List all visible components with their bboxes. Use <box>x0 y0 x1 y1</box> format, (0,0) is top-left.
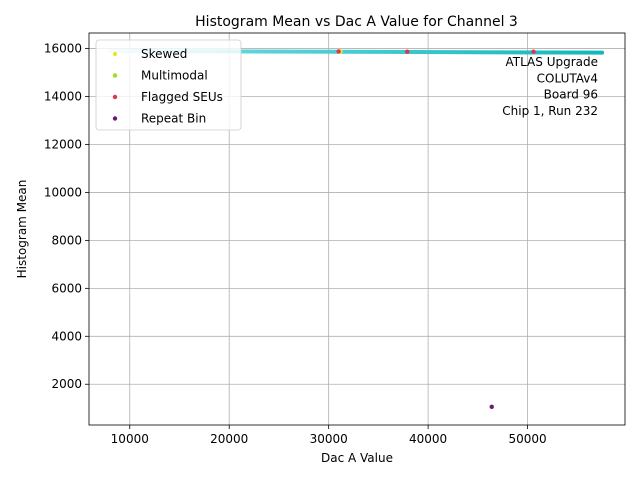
legend-box <box>95 39 242 131</box>
y-tick-label: 16000 <box>44 42 82 56</box>
annotation-block: ATLAS Upgrade COLUTAv4 Board 96 Chip 1, Run… <box>502 55 598 118</box>
y-tick-label: 10000 <box>44 185 82 199</box>
x-tick-label: 40000 <box>409 432 447 446</box>
marker-flagged-seus <box>531 49 536 54</box>
x-tick-label: 20000 <box>210 432 248 446</box>
annotation-line: ATLAS Upgrade <box>505 55 598 69</box>
x-tick-label: 10000 <box>111 432 149 446</box>
y-tick-label: 12000 <box>44 137 82 151</box>
marker-flagged-seus <box>336 49 341 54</box>
annotation-line: Chip 1, Run 232 <box>502 104 598 118</box>
legend-swatch <box>112 116 118 121</box>
legend: Skewed Multimodal Flagged SEUs Repeat Bin <box>95 39 242 131</box>
x-tick-label: 30000 <box>310 432 348 446</box>
y-tick-label: 14000 <box>44 90 82 104</box>
y-tick-label: 8000 <box>51 233 82 247</box>
flag-markers <box>336 49 536 409</box>
y-tick-label: 4000 <box>51 329 82 343</box>
y-axis-ticks: 2000 4000 6000 8000 10000 12000 14000 16000 <box>44 42 89 391</box>
x-axis-label: Dac A Value <box>321 451 393 465</box>
y-axis-label: Histogram Mean <box>15 180 29 279</box>
x-axis-ticks: 10000 20000 30000 40000 50000 <box>111 425 547 446</box>
legend-swatch <box>112 73 118 78</box>
marker-flagged-seus <box>405 49 410 54</box>
y-tick-label: 2000 <box>51 377 82 391</box>
legend-entry-label: Multimodal <box>141 69 208 83</box>
plot-area-frame <box>88 32 626 426</box>
chart-title: Histogram Mean vs Dac A Value for Channe… <box>195 14 518 30</box>
marker-repeat-bin <box>489 404 494 409</box>
legend-swatch <box>112 51 118 57</box>
legend-entry-label: Repeat Bin <box>141 112 206 126</box>
legend-entry-label: Flagged SEUs <box>141 90 223 104</box>
legend-entry-label: Skewed <box>141 47 187 61</box>
x-tick-label: 50000 <box>508 432 546 446</box>
y-tick-label: 6000 <box>51 281 82 295</box>
annotation-line: Board 96 <box>544 88 598 102</box>
legend-swatch <box>112 94 118 100</box>
annotation-line: COLUTAv4 <box>537 71 598 85</box>
